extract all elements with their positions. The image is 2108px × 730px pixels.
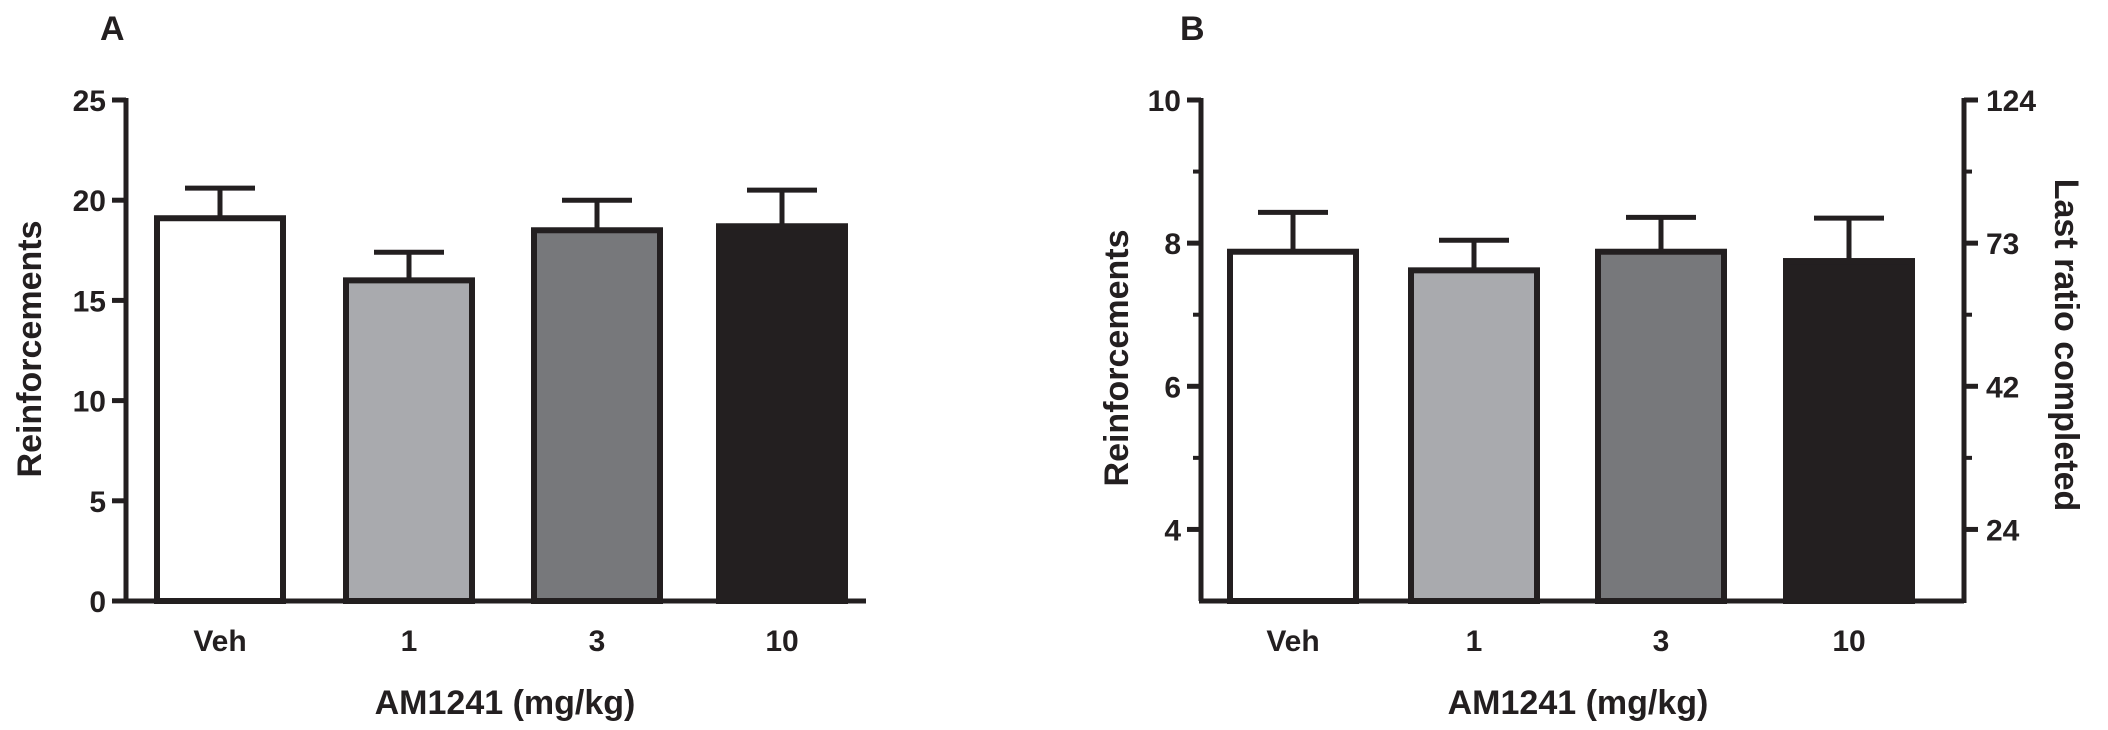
panel-b-bar bbox=[1595, 248, 1727, 605]
panel-b-y2-tick-label: 24 bbox=[1986, 514, 2020, 547]
panel-a-x-tick-label: 3 bbox=[589, 625, 606, 658]
panel-b-y-axis-label: Reinforcements bbox=[1098, 230, 1136, 487]
panel-a-y-tick-label: 25 bbox=[73, 85, 106, 118]
panel-a-y-tick-label: 0 bbox=[89, 586, 106, 619]
panel-a-x-tick-label: 1 bbox=[401, 625, 418, 658]
panel-b-y-tick-label: 8 bbox=[1164, 228, 1181, 261]
panel-b-bar bbox=[1783, 258, 1915, 604]
panel-a-bar bbox=[154, 215, 286, 604]
panel-a-y-tick-label: 10 bbox=[73, 386, 106, 419]
panel-b-y2-tick-label: 124 bbox=[1986, 85, 2036, 118]
panel-a-x-axis-label: AM1241 (mg/kg) bbox=[375, 684, 636, 722]
panel-b-x-tick-label: 3 bbox=[1653, 625, 1670, 658]
panel-b-bar bbox=[1227, 248, 1359, 605]
panel-b-x-tick-label: 1 bbox=[1466, 625, 1483, 658]
panel-a-bar bbox=[531, 227, 663, 604]
panel-b-x-tick-label: 10 bbox=[1832, 625, 1865, 658]
panel-b-y2-tick-label: 73 bbox=[1986, 228, 2019, 261]
panel-a-letter: A bbox=[100, 10, 125, 48]
panel-b-bar bbox=[1408, 267, 1540, 604]
panel-b-x-tick-label: Veh bbox=[1266, 625, 1319, 658]
panel-b-x-axis-label: AM1241 (mg/kg) bbox=[1448, 684, 1709, 722]
panel-a-y-tick-label: 15 bbox=[73, 285, 106, 318]
panel-a-y-tick-label: 20 bbox=[73, 185, 106, 218]
panel-b-y-tick-label: 10 bbox=[1148, 85, 1181, 118]
panel-a-y-tick-label: 5 bbox=[89, 486, 106, 519]
panel-b-y-tick-label: 6 bbox=[1164, 371, 1181, 404]
panel-a-x-tick-label: Veh bbox=[193, 625, 246, 658]
panel-b-y2-axis-label: Last ratio completed bbox=[2047, 179, 2085, 512]
panel-a-bar bbox=[343, 277, 475, 604]
panel-b-y2-tick-label: 42 bbox=[1986, 371, 2019, 404]
panel-b-y-tick-label: 4 bbox=[1164, 514, 1181, 547]
panel-a-chart: A AM1241 (mg/kg) Reinforcements 0 5 10 15 20… bbox=[11, 10, 866, 722]
panel-a-x-tick-label: 10 bbox=[765, 625, 798, 658]
panel-b-letter: B bbox=[1180, 10, 1205, 48]
panel-a-y-axis-label: Reinforcements bbox=[11, 221, 49, 478]
panel-b-chart: B AM1241 (mg/kg) Reinforcements Last rat… bbox=[1098, 10, 2085, 722]
panel-a-bar bbox=[716, 223, 848, 604]
